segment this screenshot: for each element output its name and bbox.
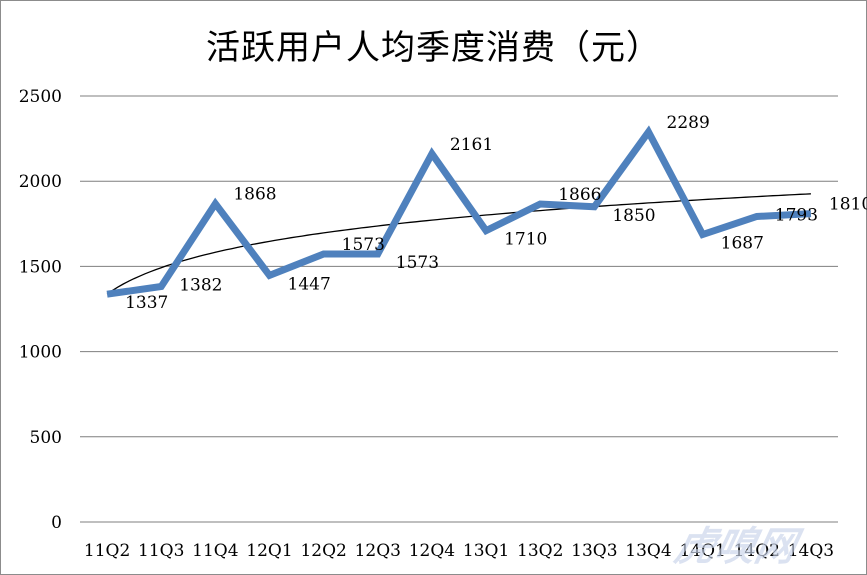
data-label: 2289 (667, 113, 710, 133)
data-label: 1710 (504, 230, 547, 250)
data-label: 1687 (721, 234, 764, 254)
x-tick-label: 13Q2 (517, 541, 563, 561)
data-label: 1868 (233, 185, 276, 205)
x-tick-label: 11Q3 (138, 541, 184, 561)
y-tick-label: 1500 (19, 257, 62, 277)
x-tick-label: 13Q3 (571, 541, 617, 561)
x-tick-label: 11Q2 (84, 541, 130, 561)
x-tick-label: 13Q1 (463, 541, 509, 561)
x-tick-label: 12Q2 (300, 541, 346, 561)
data-label: 1573 (396, 253, 439, 273)
data-labels: 1337 1382 1868 1447 1573 1573 2161 1710 1866 1850… (125, 113, 867, 313)
data-label: 1573 (342, 235, 385, 255)
data-label: 1447 (288, 274, 331, 294)
chart-title: 活跃用户人均季度消费（元） (206, 28, 661, 68)
x-tick-label: 14Q1 (679, 541, 725, 561)
y-axis-ticks: 0 500 1000 1500 2000 2500 (19, 87, 62, 533)
y-tick-label: 500 (30, 428, 62, 448)
y-tick-label: 2000 (19, 172, 62, 192)
x-tick-label: 14Q2 (734, 541, 780, 561)
x-tick-label: 12Q1 (246, 541, 292, 561)
x-tick-label: 12Q3 (355, 541, 401, 561)
watermark: 虎嗅网 (671, 522, 807, 569)
data-label: 2161 (450, 135, 493, 155)
y-tick-label: 1000 (19, 343, 62, 363)
x-tick-label: 12Q4 (409, 541, 455, 561)
data-label: 1793 (775, 205, 818, 225)
y-tick-label: 0 (51, 513, 62, 533)
series-line (106, 125, 812, 298)
x-axis-ticks: 11Q2 11Q3 11Q4 12Q1 12Q2 12Q3 12Q4 13Q1 13Q2 13Q3… (84, 541, 834, 561)
x-tick-label: 13Q4 (625, 541, 671, 561)
data-label: 1337 (125, 293, 168, 313)
data-label: 1810 (829, 195, 867, 215)
data-label: 1382 (179, 276, 222, 296)
trendline (106, 193, 811, 295)
x-tick-label: 11Q4 (192, 541, 238, 561)
data-label: 1866 (558, 185, 601, 205)
gridlines (80, 95, 838, 523)
data-label: 1850 (612, 206, 655, 226)
y-tick-label: 2500 (19, 87, 62, 107)
x-tick-label: 14Q3 (788, 541, 834, 561)
